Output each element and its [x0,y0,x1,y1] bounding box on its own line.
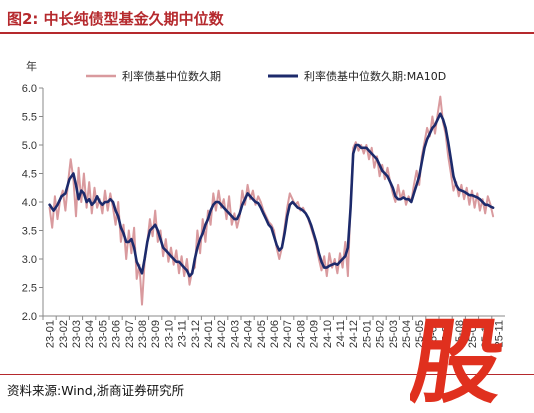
x-tick-label: 24-03 [229,320,241,348]
y-tick-label: 2.0 [22,311,37,323]
x-tick-label: 23-10 [163,320,175,348]
x-tick-label: 25-08 [454,320,466,348]
x-tick-label: 25-04 [401,320,413,348]
x-tick-label: 23-05 [97,320,109,348]
x-tick-label: 25-03 [388,320,400,348]
title-divider [0,32,534,34]
x-tick-label: 23-03 [71,320,83,348]
x-tick-label: 25-07 [441,320,453,348]
x-tick-label: 25-02 [375,320,387,348]
x-tick-label: 25-06 [427,320,439,348]
x-tick-label: 25-11 [493,320,505,347]
chart-series [48,95,495,306]
x-tick-label: 23-06 [111,320,123,348]
x-tick-label: 23-11 [177,320,189,347]
x-tick-label: 23-02 [58,320,70,348]
x-tick-label: 25-10 [480,320,492,348]
x-tick-label: 24-07 [282,320,294,348]
y-tick-label: 2.5 [22,283,37,295]
y-tick-label: 3.5 [22,226,37,238]
footer-divider [0,374,534,375]
x-tick-label: 24-06 [269,320,281,348]
x-tick-label: 23-07 [124,320,136,348]
series-line-1 [48,95,495,306]
chart-axes: 2.02.53.03.54.04.55.05.56.023-01 23-02 23-… [22,83,506,348]
y-tick-label: 4.5 [22,169,37,181]
watermark-glyph: 股 [410,308,511,412]
x-tick-label: 24-05 [256,320,268,348]
x-tick-label: 23-04 [84,320,96,348]
x-tick-label: 23-08 [137,320,149,348]
y-tick-label: 4.0 [22,197,37,209]
y-tick-label: 5.5 [22,112,37,124]
x-tick-label: 24-04 [243,320,255,348]
figure-title: 图2: 中长纯债型基金久期中位数 [7,10,224,28]
chart-legend: 利率债基中位数久期 利率债基中位数久期:MA10D [86,69,446,83]
source-note: 资料来源:Wind,浙商证券研究所 [7,383,185,398]
legend-label-2: 利率债基中位数久期:MA10D [304,69,446,83]
x-tick-label: 24-12 [348,320,360,348]
x-tick-label: 24-09 [309,320,321,348]
x-tick-label: 23-01 [45,320,57,348]
x-tick-label: 23-12 [190,320,202,348]
y-tick-label: 6.0 [22,83,37,95]
x-tick-label: 24-11 [335,320,347,347]
y-axis-unit-label: 年 [26,59,37,73]
x-tick-label: 25-09 [467,320,479,348]
stock-logo-watermark: 股 [410,308,511,412]
y-tick-label: 3.0 [22,254,37,266]
x-tick-label: 24-01 [203,320,215,348]
x-tick-label: 23-09 [150,320,162,348]
legend-label-1: 利率债基中位数久期 [122,69,221,83]
x-tick-label: 25-01 [361,320,373,348]
series-line-2 [48,112,495,278]
x-tick-label: 24-02 [216,320,228,348]
x-tick-label: 25-05 [414,320,426,348]
x-tick-label: 24-08 [295,320,307,348]
y-tick-label: 5.0 [22,140,37,152]
x-tick-label: 24-10 [322,320,334,348]
line-chart: 2.02.53.03.54.04.55.05.56.023-01 23-02 23-… [22,59,506,348]
